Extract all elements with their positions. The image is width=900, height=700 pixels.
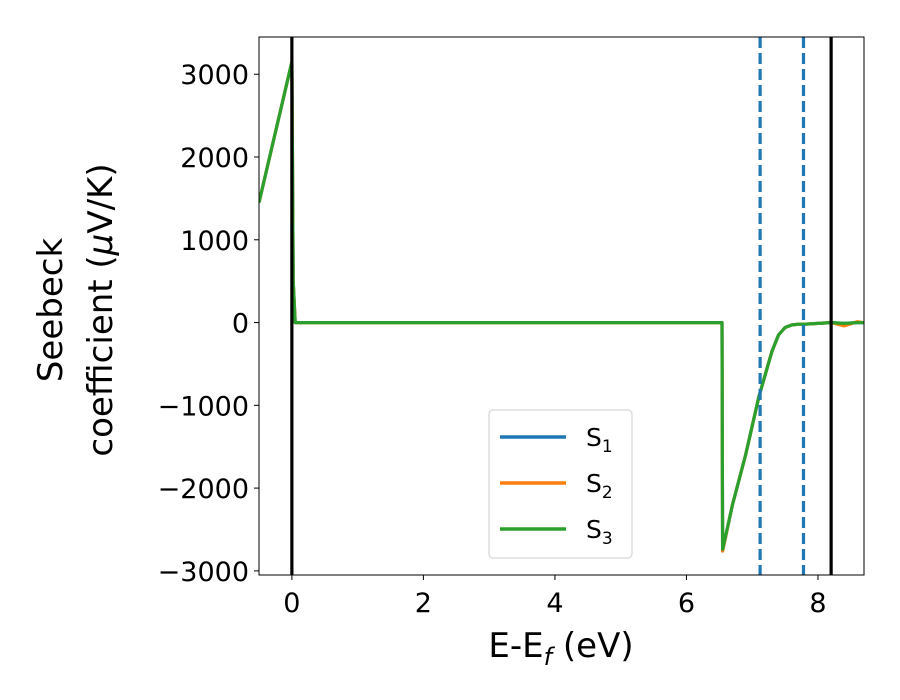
y-tick-label: 1000 <box>180 226 249 257</box>
y-tick-label: 0 <box>232 309 249 340</box>
legend-label-S1: S1 <box>586 423 613 457</box>
y-tick-label: 2000 <box>180 143 249 174</box>
y-tick-label: 3000 <box>180 60 249 91</box>
x-axis: 0 2 4 6 8 <box>283 575 827 619</box>
legend-label-S2: S2 <box>586 469 613 503</box>
legend-label-S3: S3 <box>586 515 613 549</box>
y-axis-label-line2: coefficient (μV/K) <box>81 163 121 456</box>
x-tick-label: 8 <box>809 588 826 619</box>
y-axis: 3000 2000 1000 0 −1000 −2000 −3000 <box>158 60 259 588</box>
y-axis-label: Seebeck coefficient (μV/K) <box>31 163 121 456</box>
y-tick-label: −2000 <box>158 474 249 505</box>
x-tick-label: 0 <box>283 588 300 619</box>
x-tick-label: 2 <box>415 588 432 619</box>
x-tick-label: 6 <box>678 588 695 619</box>
y-axis-label-line1: Seebeck <box>31 238 71 383</box>
series-line-S3 <box>259 60 864 551</box>
plot-lines <box>259 60 864 553</box>
plot-frame <box>258 36 865 576</box>
x-axis-label: E-Ef (eV) <box>488 626 633 671</box>
y-tick-label: −1000 <box>158 391 249 422</box>
x-tick-label: 4 <box>546 588 563 619</box>
y-tick-label: −3000 <box>158 557 249 588</box>
vertical-lines <box>290 37 833 575</box>
legend: S1 S2 S3 <box>488 409 633 559</box>
